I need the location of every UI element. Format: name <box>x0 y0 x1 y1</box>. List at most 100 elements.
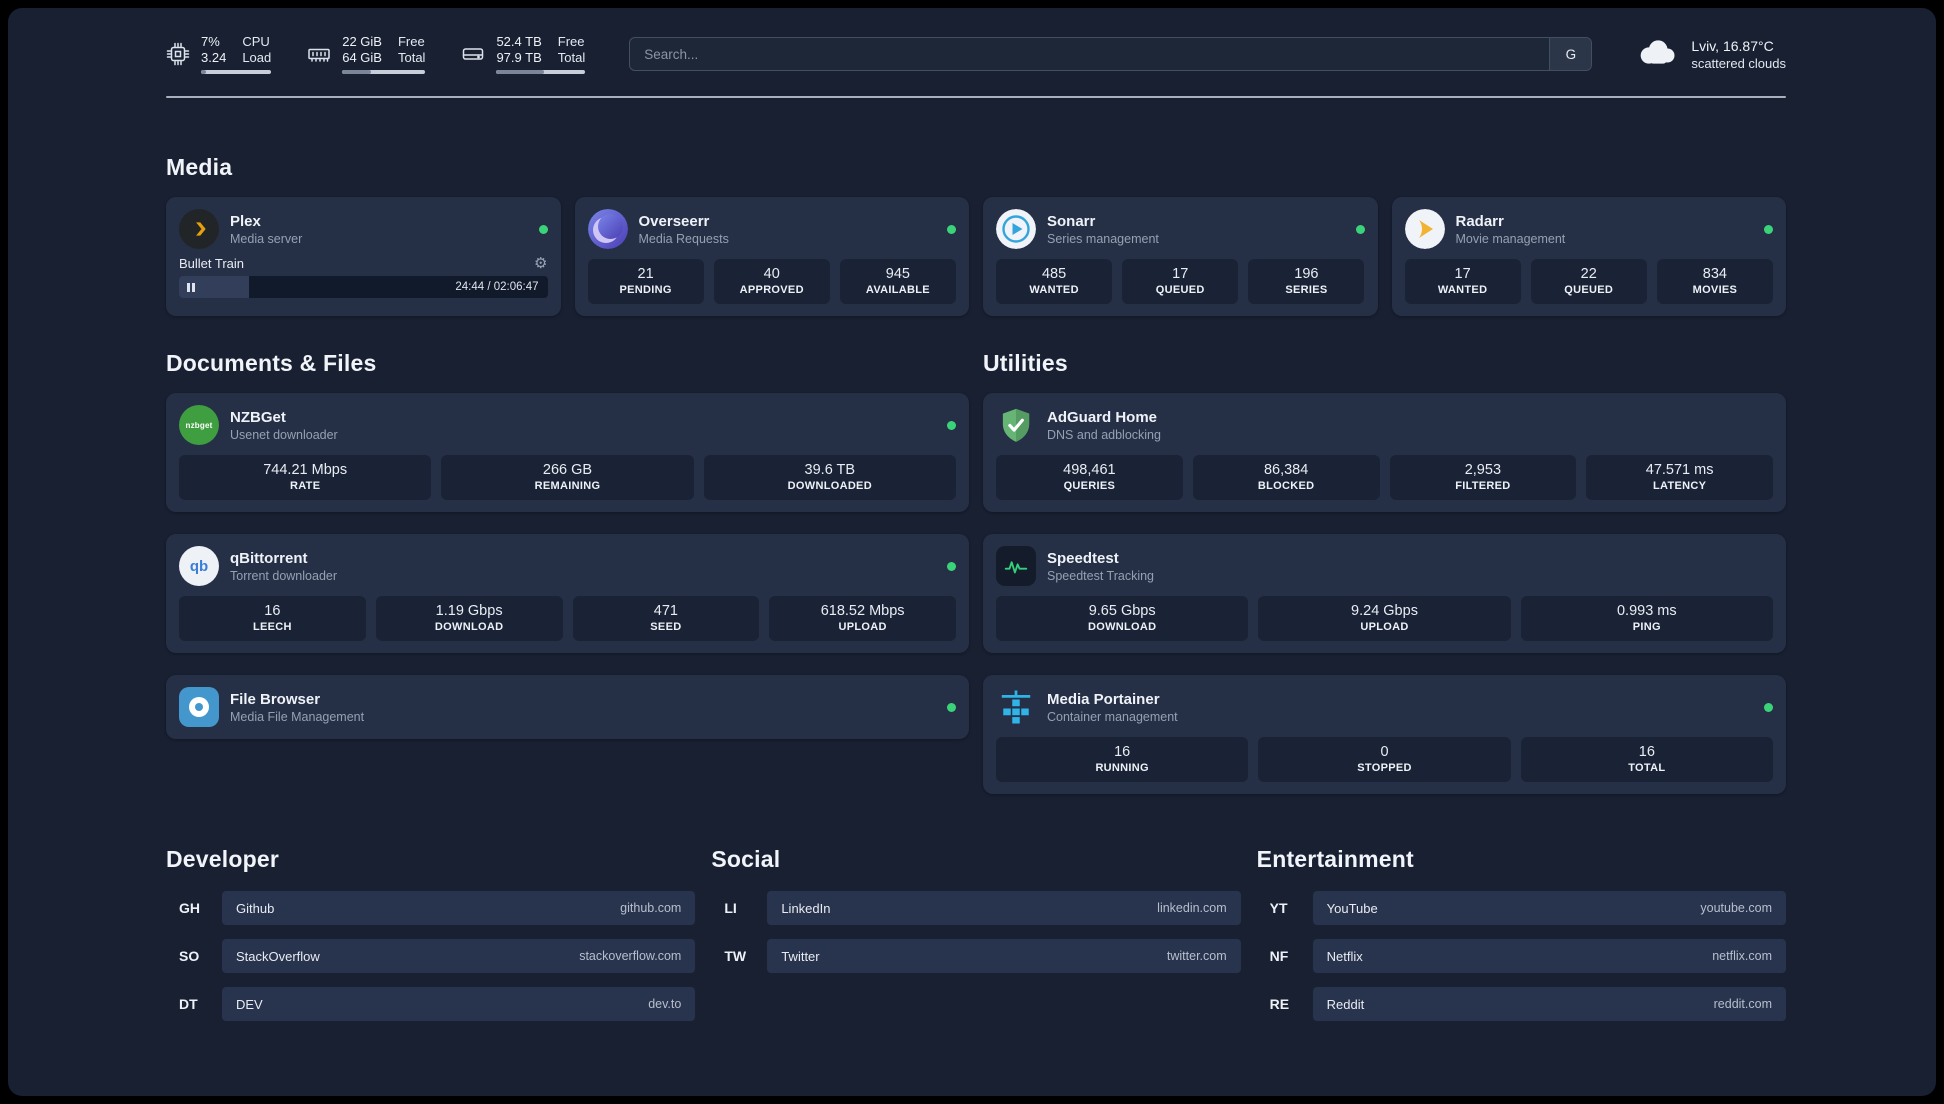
search-engine-button[interactable]: G <box>1549 38 1592 70</box>
stat-box: 17 QUEUED <box>1122 259 1239 304</box>
app-name: Sonarr <box>1047 212 1096 230</box>
now-playing-title: Bullet Train <box>179 256 245 271</box>
status-dot <box>947 420 956 430</box>
status-dot <box>947 702 956 712</box>
system-stats: 7% 3.24 CPU Load <box>166 34 586 74</box>
stat-label: APPROVED <box>739 284 804 296</box>
app-card-plex[interactable]: Plex Media server Bullet Train ⚙ 24:44 /… <box>166 197 561 316</box>
app-card-speedtest[interactable]: Speedtest Speedtest Tracking 9.65 Gbps D… <box>983 534 1786 653</box>
app-card-nzbget[interactable]: nzbget NZBGet Usenet downloader 744.21 M… <box>166 393 969 512</box>
cpu-usage-bar <box>201 70 272 74</box>
stat-box: 16 TOTAL <box>1520 737 1773 782</box>
stat-box: 16 LEECH <box>179 596 366 641</box>
bookmark-linkedin[interactable]: LI LinkedIn linkedin.com <box>711 891 1241 925</box>
stat-label: FILTERED <box>1455 480 1511 492</box>
bookmark-abbr: TW <box>724 948 747 964</box>
stat-value: 9.24 Gbps <box>1351 603 1418 619</box>
disk-usage-bar <box>496 70 586 74</box>
stat-box: 21 PENDING <box>587 259 704 304</box>
stat-box: 498,461 QUERIES <box>996 455 1183 500</box>
status-dot <box>1764 702 1773 712</box>
utilities-section-title: Utilities <box>983 350 1068 376</box>
bookmark-reddit[interactable]: RE Reddit reddit.com <box>1257 987 1786 1021</box>
app-card-qbittorrent[interactable]: qb qBittorrent Torrent downloader 16 LEE… <box>166 534 969 653</box>
disk-icon <box>461 42 485 66</box>
stat-label: UPLOAD <box>1360 621 1409 633</box>
bookmark-url: github.com <box>620 901 682 915</box>
media-section: Media Plex Media server Bullet Train <box>166 154 1786 316</box>
settings-gear-icon[interactable]: ⚙ <box>534 255 548 272</box>
playback-progress-bar[interactable]: 24:44 / 02:06:47 <box>179 276 548 298</box>
stat-box: 945 AVAILABLE <box>839 259 956 304</box>
bookmark-name: DEV <box>236 996 263 1012</box>
stat-label: AVAILABLE <box>865 284 930 296</box>
stat-value: 498,461 <box>1063 462 1116 478</box>
stat-box: 17 WANTED <box>1404 259 1521 304</box>
bookmark-group-title: Entertainment <box>1256 846 1414 872</box>
stat-label: PENDING <box>619 284 672 296</box>
bookmark-abbr: NF <box>1269 948 1289 964</box>
pause-icon[interactable] <box>187 282 195 292</box>
nzbget-icon-text: nzbget <box>185 420 213 430</box>
stat-box: 39.6 TB DOWNLOADED <box>703 455 956 500</box>
bookmark-group-title: Developer <box>166 846 280 872</box>
status-dot <box>1355 224 1365 234</box>
search-input[interactable] <box>630 38 1550 70</box>
status-dot <box>947 561 956 571</box>
stat-label: QUERIES <box>1063 480 1116 492</box>
bookmark-netflix[interactable]: NF Netflix netflix.com <box>1257 939 1786 973</box>
stat-value: 40 <box>763 266 780 282</box>
stat-box: 22 QUEUED <box>1530 259 1647 304</box>
documents-section: Documents & Files nzbget NZBGet Usenet d… <box>166 350 969 794</box>
app-subtitle: Media Requests <box>638 231 729 246</box>
disk-free-value: 52.4 TB <box>496 34 542 49</box>
stat-value: 9.65 Gbps <box>1088 603 1156 619</box>
app-card-adguard[interactable]: AdGuard Home DNS and adblocking 498,461 … <box>983 393 1786 512</box>
stat-box: 86,384 BLOCKED <box>1192 455 1380 500</box>
stat-label: TOTAL <box>1628 762 1666 774</box>
divider <box>166 96 1786 98</box>
status-dot <box>947 224 956 234</box>
stat-label: WANTED <box>1029 284 1079 296</box>
stat-label: BLOCKED <box>1257 480 1315 492</box>
bookmark-name: Netflix <box>1326 948 1363 964</box>
app-card-sonarr[interactable]: Sonarr Series management 485 WANTED 17 Q… <box>983 197 1378 316</box>
search-bar: G <box>629 37 1593 71</box>
app-card-filebrowser[interactable]: File Browser Media File Management <box>166 675 969 739</box>
stat-label: LATENCY <box>1653 480 1707 492</box>
cpu-widget: 7% 3.24 CPU Load <box>166 34 272 74</box>
media-grid: Plex Media server Bullet Train ⚙ 24:44 /… <box>166 197 1786 316</box>
app-subtitle: Series management <box>1047 231 1159 246</box>
stat-value: 16 <box>1114 744 1131 760</box>
dashboard-panel: 7% 3.24 CPU Load <box>8 8 1936 1096</box>
bookmark-dev[interactable]: DT DEV dev.to <box>166 987 696 1021</box>
bookmark-github[interactable]: GH Github github.com <box>166 891 696 925</box>
stat-value: 0.993 ms <box>1616 603 1677 619</box>
stat-box: 9.65 Gbps DOWNLOAD <box>996 596 1249 641</box>
stat-value: 17 <box>1172 266 1189 282</box>
app-card-portainer[interactable]: Media Portainer Container management 16 … <box>983 675 1786 794</box>
overseerr-icon <box>587 209 628 249</box>
utilities-section: Utilities AdGuard Home <box>983 350 1786 794</box>
stat-value: 22 <box>1580 266 1597 282</box>
dashboard-content: 7% 3.24 CPU Load <box>8 8 1936 1096</box>
sonarr-icon <box>996 209 1036 249</box>
app-card-overseerr[interactable]: Overseerr Media Requests 21 PENDING 40 A… <box>574 197 969 316</box>
stat-label: UPLOAD <box>838 621 887 633</box>
ram-icon <box>307 42 331 66</box>
cpu-usage-value: 7% <box>201 34 220 49</box>
bookmark-twitter[interactable]: TW Twitter twitter.com <box>711 939 1241 973</box>
app-card-radarr[interactable]: Radarr Movie management 17 WANTED 22 QUE… <box>1391 197 1786 316</box>
stat-value: 2,953 <box>1464 462 1502 478</box>
bookmark-abbr: RE <box>1269 996 1290 1012</box>
bookmark-group-entertainment: Entertainment YT YouTube youtube.com NF … <box>1257 846 1786 1021</box>
playback-time: 24:44 / 02:06:47 <box>455 281 539 293</box>
stat-value: 47.571 ms <box>1645 462 1714 478</box>
bookmark-stackoverflow[interactable]: SO StackOverflow stackoverflow.com <box>166 939 696 973</box>
stat-box: 1.19 Gbps DOWNLOAD <box>375 596 563 641</box>
bookmark-youtube[interactable]: YT YouTube youtube.com <box>1257 891 1786 925</box>
disk-widget: 52.4 TB 97.9 TB Free Total <box>461 34 586 74</box>
stat-box: 834 MOVIES <box>1656 259 1773 304</box>
weather-location: Lviv, 16.87°C <box>1691 37 1774 54</box>
app-subtitle: Torrent downloader <box>230 568 338 583</box>
